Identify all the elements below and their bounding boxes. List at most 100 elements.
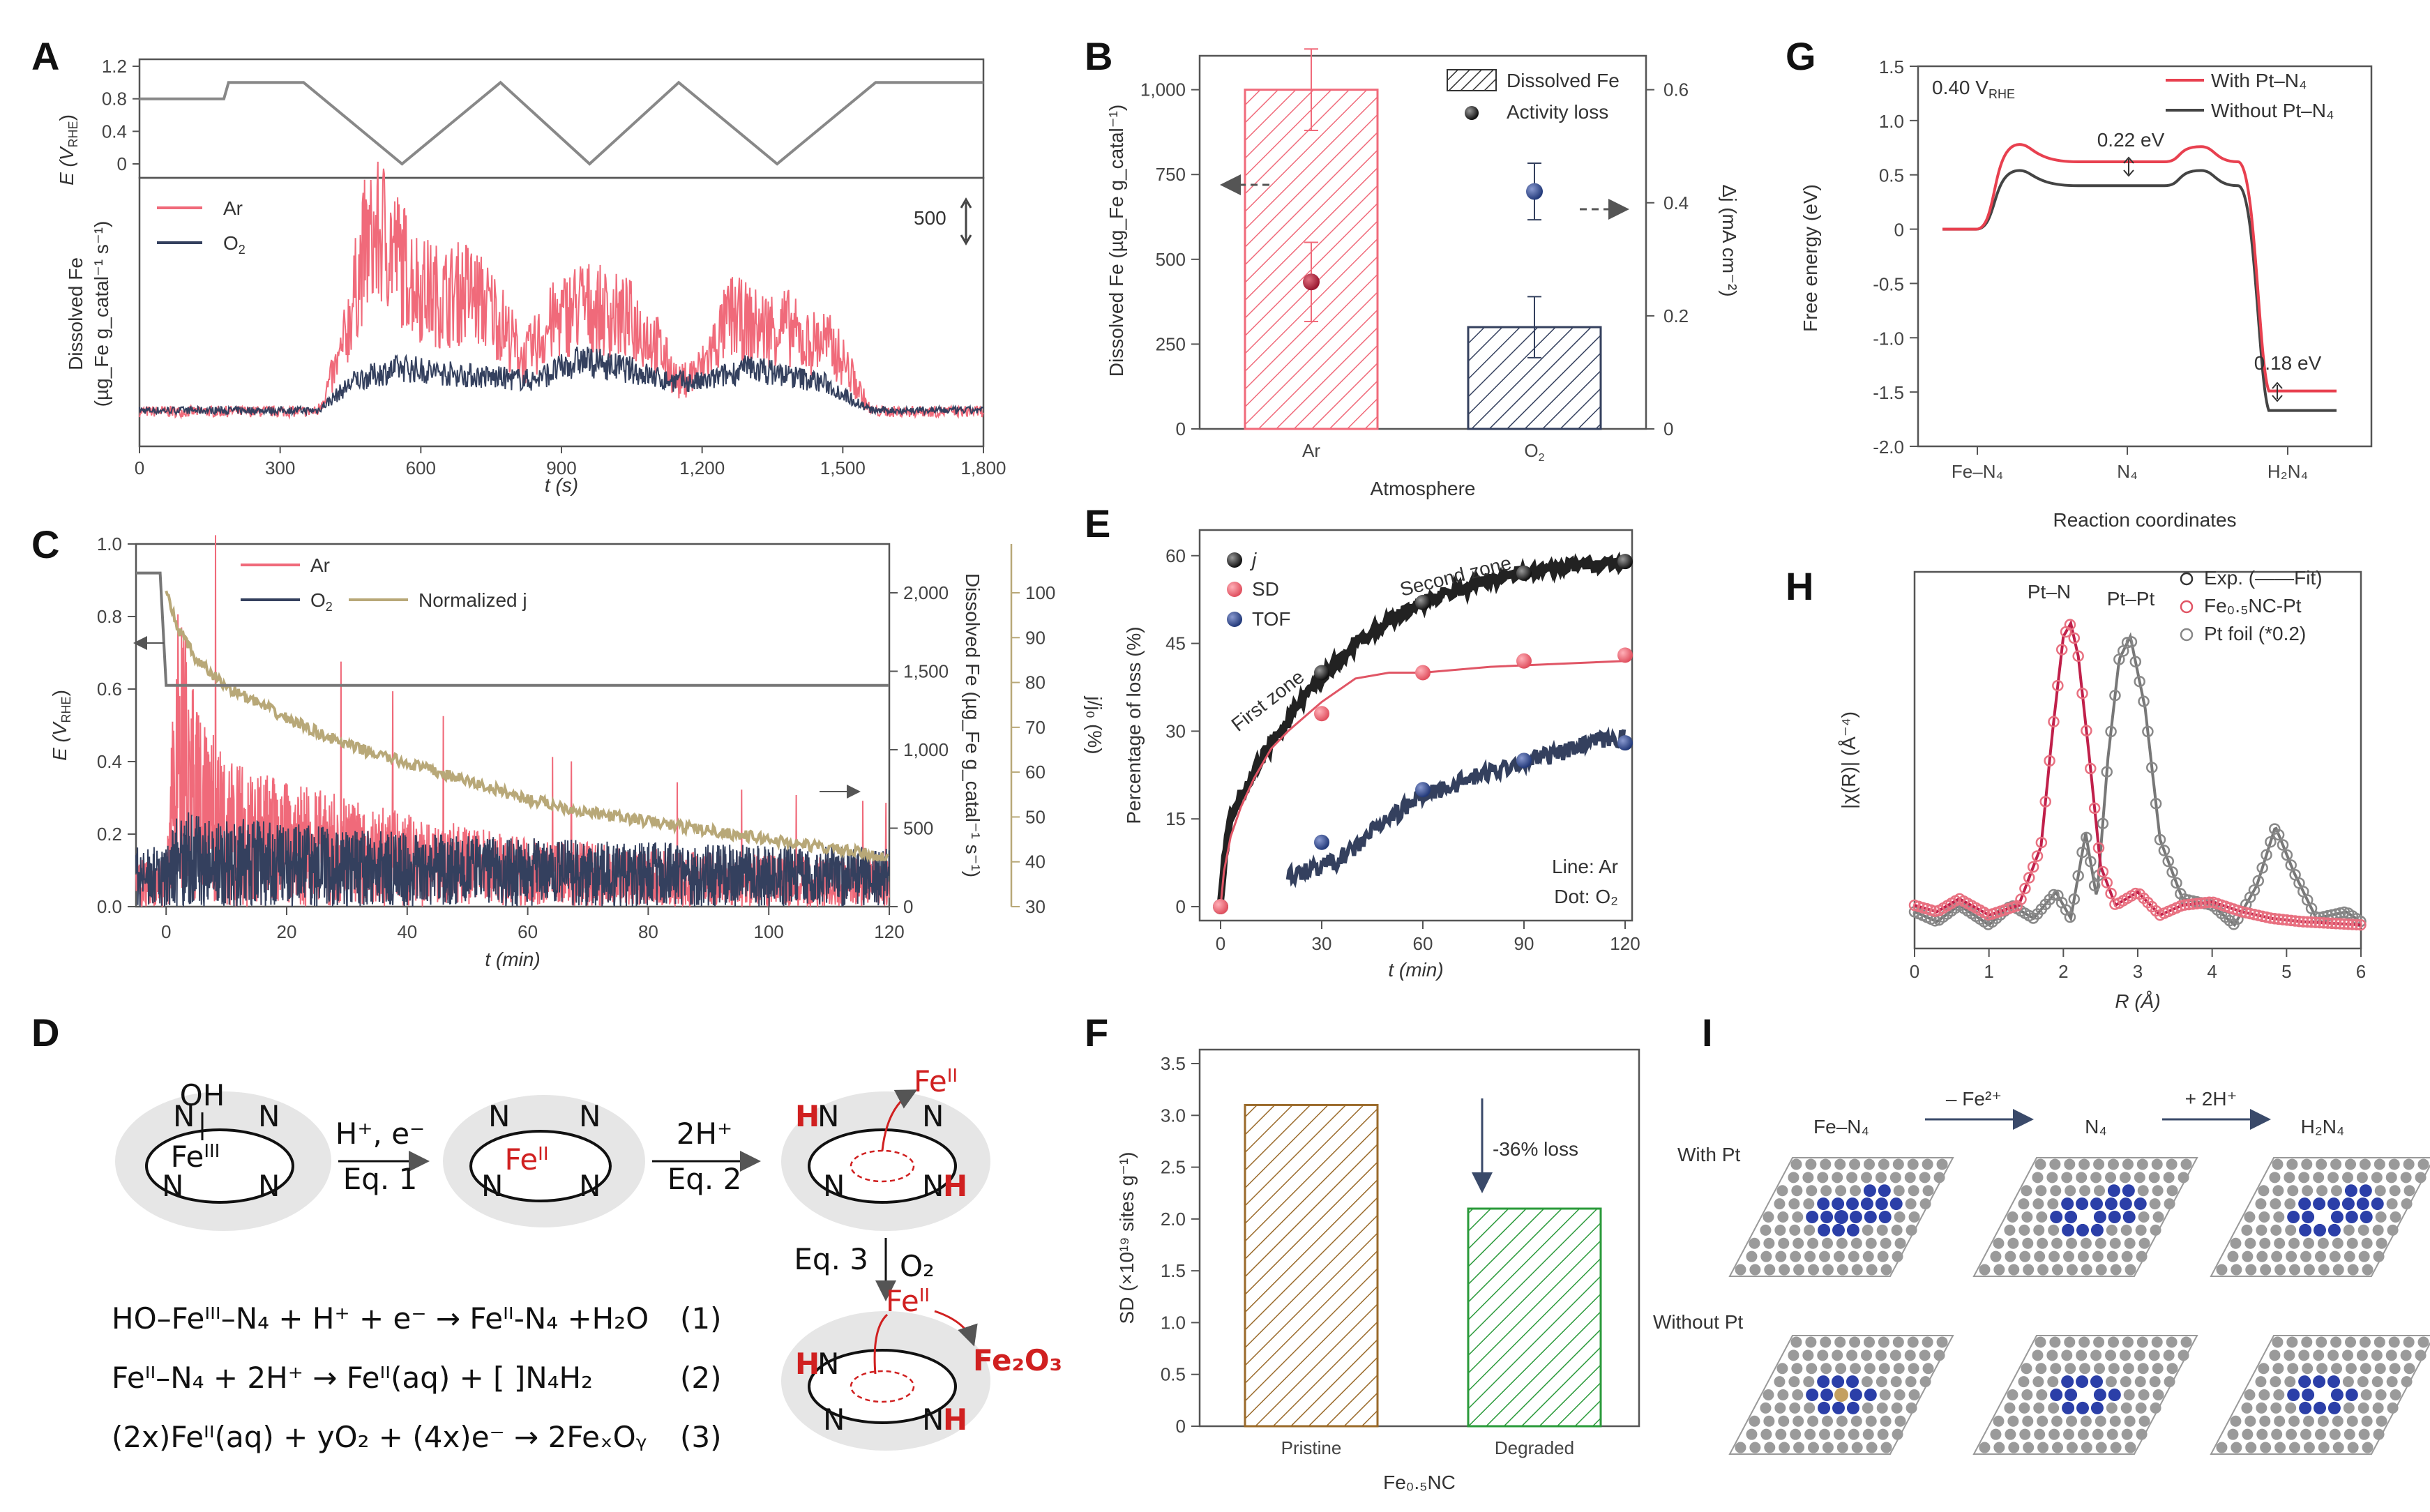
i-atom [2301, 1158, 2313, 1170]
h-foil-marker [2097, 817, 2109, 830]
i-atom [2032, 1172, 2044, 1184]
i-atom [2274, 1237, 2286, 1249]
d-complex2-fe: FeII [504, 1142, 548, 1177]
i-atom [2385, 1350, 2397, 1361]
c-y2label: Dissolved Fe (µg_Fe g_catal⁻¹ s⁻¹) [962, 573, 983, 877]
a-xtick-label: 900 [546, 458, 576, 478]
e-ytick-label: 15 [1165, 808, 1186, 829]
i-atom [1817, 1375, 1830, 1389]
i-sheet [1728, 1157, 1954, 1277]
i-atom [1993, 1264, 2005, 1276]
i-atom [1846, 1172, 1858, 1184]
i-atom [2288, 1237, 2300, 1249]
a-xtick-label: 1,200 [679, 458, 725, 478]
i-atom [1908, 1363, 1919, 1375]
i-atom [1817, 1350, 1829, 1361]
i-atom [2166, 1363, 2178, 1375]
h-legend-fe-marker [2180, 600, 2194, 614]
i-atom [1861, 1376, 1873, 1388]
i-atom [1820, 1211, 1834, 1223]
i-atom [2347, 1264, 2359, 1276]
d-eq2-label: Eq. 2 [667, 1162, 742, 1196]
i-atom [2272, 1336, 2284, 1348]
i-atom [2313, 1375, 2326, 1389]
i-atom [1850, 1185, 1861, 1197]
i-atom [2004, 1224, 2016, 1236]
e-ytick-label: 30 [1165, 720, 1186, 741]
i-atom [2121, 1250, 2133, 1262]
g-ytick-label: -1.0 [1873, 328, 1904, 349]
i-atom [2104, 1197, 2118, 1211]
i-atom [2258, 1211, 2270, 1223]
i-atom [2076, 1172, 2088, 1184]
i-atom [2345, 1158, 2356, 1170]
f-ytick-label: 1.5 [1161, 1260, 1186, 1281]
i-atom [2359, 1336, 2371, 1348]
i-atom [2037, 1442, 2049, 1453]
c-ytick-label: 1.0 [97, 534, 122, 554]
i-atom [1904, 1172, 1916, 1184]
i-atom [2109, 1237, 2121, 1249]
i-atom [2078, 1336, 2090, 1348]
i-atom [2330, 1158, 2342, 1170]
e-note-line: Line: Ar [1552, 856, 1618, 877]
i-atom [2137, 1363, 2149, 1375]
d-n15: N [922, 1403, 944, 1437]
i-atom [2258, 1389, 2270, 1400]
h-fe-marker [2277, 914, 2289, 925]
h-fe-marker [2129, 887, 2142, 900]
g-frame [1917, 65, 2373, 448]
i-atom [1865, 1415, 1877, 1427]
i-atom [2356, 1197, 2369, 1211]
i-atom [2148, 1172, 2160, 1184]
i-arrow2-label: + 2H⁺ [2185, 1088, 2237, 1110]
i-atom [2065, 1185, 2076, 1197]
i-atom [2270, 1376, 2281, 1388]
c-ytick-label: 0.8 [97, 606, 122, 627]
h-peak-ptpt: Pt–Pt [2107, 588, 2155, 610]
i-atom [2108, 1363, 2120, 1375]
h-fe-marker [2088, 802, 2101, 815]
h-fe-marker [2101, 877, 2113, 889]
i-atom [1789, 1402, 1801, 1414]
i-atom [2032, 1376, 2044, 1388]
i-atom [2080, 1237, 2092, 1249]
g-with-pt-line [1942, 143, 2337, 393]
i-atom [2313, 1172, 2325, 1184]
i-atom [1933, 1350, 1945, 1361]
i-atom [2357, 1376, 2369, 1388]
i-atom [2079, 1363, 2091, 1375]
i-atom [1889, 1197, 1903, 1211]
h-fe-marker [2334, 918, 2346, 930]
i-atom [2255, 1198, 2267, 1210]
h-foil-marker [2101, 766, 2113, 778]
i-atom [1791, 1185, 1803, 1197]
c-xtick-label: 100 [754, 921, 784, 942]
i-atom [2094, 1363, 2105, 1375]
c-y2tick-label: 2,000 [903, 582, 949, 603]
i-atom [2216, 1442, 2228, 1453]
i-atom [2036, 1211, 2048, 1223]
c-ytick-label: 0.2 [97, 824, 122, 845]
i-sheet [1728, 1335, 1954, 1455]
h-fe-marker [2031, 850, 2044, 862]
h-foil-marker [2134, 675, 2145, 688]
i-atom [1864, 1211, 1877, 1223]
h-fe-marker [2195, 897, 2207, 909]
i-atom [2121, 1428, 2133, 1440]
i-atom [1907, 1336, 1919, 1348]
i-cell-outline [2210, 1335, 2430, 1455]
panel-d: OH N N N N FeIII H⁺, e⁻ Eq. 1 N N N N Fe… [112, 1064, 1062, 1454]
d-fe-ox-arrow1 [873, 1313, 889, 1375]
h-fe-marker [2027, 861, 2039, 873]
i-atom [2018, 1224, 2030, 1236]
i-atom [2417, 1336, 2429, 1348]
e-tof-dot [1617, 735, 1633, 751]
i-atom [1805, 1336, 1817, 1348]
h-foil-marker [2105, 725, 2117, 738]
i-atom [2231, 1442, 2242, 1453]
i-atom [2066, 1237, 2077, 1249]
i-atom [1878, 1184, 1891, 1197]
f-bar-degraded [1467, 1207, 1602, 1428]
i-atom [2166, 1185, 2178, 1197]
